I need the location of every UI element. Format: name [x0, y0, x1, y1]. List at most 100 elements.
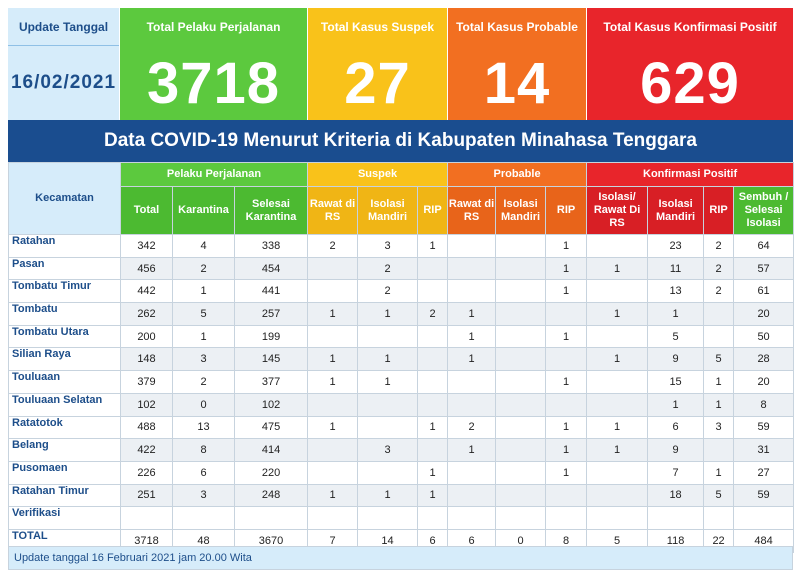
table-cell: 1 — [545, 256, 588, 281]
table-cell: 1 — [545, 279, 588, 304]
table-cell: 2 — [357, 279, 419, 304]
table-cell: 1 — [357, 370, 419, 394]
table-cell: 1 — [417, 234, 449, 258]
table-cell: 7 — [647, 460, 705, 485]
table-cell: 456 — [120, 256, 173, 281]
table-cell: 1 — [417, 460, 449, 485]
table-cell: 1 — [586, 347, 649, 372]
table-cell — [417, 392, 449, 417]
table-cell: 20 — [733, 302, 795, 326]
table-cell: 18 — [647, 483, 705, 508]
table-cell: 379 — [120, 370, 173, 394]
table-cell — [447, 234, 497, 258]
table-row: Touluaan Selatan 102 0 102 1 1 8 — [8, 392, 795, 417]
table-row: Silian Raya 148 3 145 1 1 1 1 9 5 28 — [8, 347, 795, 372]
table-row: Tombatu Utara 200 1 199 1 1 5 50 — [8, 324, 795, 349]
table-cell: 422 — [120, 438, 173, 462]
table-cell — [357, 506, 419, 530]
table-cell — [307, 460, 359, 485]
table-cell — [447, 392, 497, 417]
column-header: Selesai Karantina — [233, 186, 309, 235]
kecamatan-name: Pasan — [8, 256, 121, 281]
table-cell — [307, 324, 359, 349]
data-table: Kecamatan Pelaku Perjalanan Suspek Proba… — [8, 162, 795, 553]
table-cell — [703, 324, 735, 349]
table-cell — [495, 392, 547, 417]
table-cell: 102 — [120, 392, 173, 417]
table-cell: 59 — [733, 483, 795, 508]
table-cell — [172, 506, 235, 530]
table-cell — [495, 370, 547, 394]
table-cell — [495, 438, 547, 462]
card-value: 27 — [344, 50, 411, 116]
table-cell: 0 — [172, 392, 235, 417]
table-cell: 4 — [172, 234, 235, 258]
card-label: Total Pelaku Perjalanan — [146, 20, 281, 34]
table-cell — [357, 392, 419, 417]
table-cell: 1 — [545, 460, 588, 485]
kecamatan-name: Belang — [8, 438, 121, 462]
table-cell: 9 — [647, 347, 705, 372]
table-cell: 1 — [703, 370, 735, 394]
table-cell — [703, 302, 735, 326]
table-row: Ratatotok 488 13 475 1 1 2 1 1 6 3 59 — [8, 415, 795, 440]
card-label: Total Kasus Konfirmasi Positif — [603, 20, 777, 34]
table-cell: 199 — [233, 324, 309, 349]
group-header-confirmed: Konfirmasi Positif — [586, 162, 795, 187]
table-cell: 2 — [447, 415, 497, 440]
table-cell: 2 — [703, 234, 735, 258]
table-cell: 13 — [172, 415, 235, 440]
table-cell: 1 — [307, 347, 359, 372]
table-cell: 338 — [233, 234, 309, 258]
card-value: 14 — [483, 50, 551, 116]
table-cell — [307, 256, 359, 281]
table-cell — [417, 256, 449, 281]
table-cell — [586, 234, 649, 258]
table-cell: 13 — [647, 279, 705, 304]
table-cell: 1 — [172, 324, 235, 349]
table-cell: 1 — [545, 234, 588, 258]
table-row: Belang 422 8 414 3 1 1 1 9 31 — [8, 438, 795, 462]
table-cell — [417, 438, 449, 462]
table-cell: 1 — [447, 438, 497, 462]
kecamatan-name: Ratahan — [8, 234, 121, 258]
table-cell — [447, 279, 497, 304]
column-header: Isolasi Mandiri — [495, 186, 547, 235]
table-cell: 5 — [647, 324, 705, 349]
kecamatan-name: Ratahan Timur — [8, 483, 121, 508]
table-cell: 1 — [586, 256, 649, 281]
table-cell: 50 — [733, 324, 795, 349]
table-cell — [495, 506, 547, 530]
table-cell — [545, 483, 588, 508]
table-cell: 2 — [357, 256, 419, 281]
table-cell — [417, 324, 449, 349]
table-cell: 5 — [703, 347, 735, 372]
card-value: 3718 — [146, 50, 281, 116]
table-cell: 1 — [417, 415, 449, 440]
kecamatan-name: Tombatu — [8, 302, 121, 326]
table-cell — [647, 506, 705, 530]
table-cell — [357, 324, 419, 349]
column-header: Isolasi Mandiri — [357, 186, 419, 235]
table-cell — [703, 506, 735, 530]
kecamatan-header: Kecamatan — [8, 162, 121, 235]
table-cell: 3 — [357, 438, 419, 462]
table-cell: 15 — [647, 370, 705, 394]
column-header: Karantina — [172, 186, 235, 235]
table-cell — [307, 279, 359, 304]
table-cell: 1 — [307, 483, 359, 508]
table-cell — [447, 460, 497, 485]
table-cell: 1 — [647, 392, 705, 417]
column-header: Rawat di RS — [307, 186, 359, 235]
group-header-travelers: Pelaku Perjalanan — [119, 162, 309, 187]
table-cell: 8 — [733, 392, 795, 417]
table-cell — [495, 324, 547, 349]
table-cell: 1 — [447, 324, 497, 349]
table-cell — [495, 234, 547, 258]
table-cell: 1 — [417, 483, 449, 508]
table-cell: 1 — [545, 370, 588, 394]
total-probable-card: Total Kasus Probable 14 — [448, 8, 587, 120]
table-cell: 11 — [647, 256, 705, 281]
kecamatan-name: Touluaan — [8, 370, 121, 394]
kecamatan-name: Ratatotok — [8, 415, 121, 440]
